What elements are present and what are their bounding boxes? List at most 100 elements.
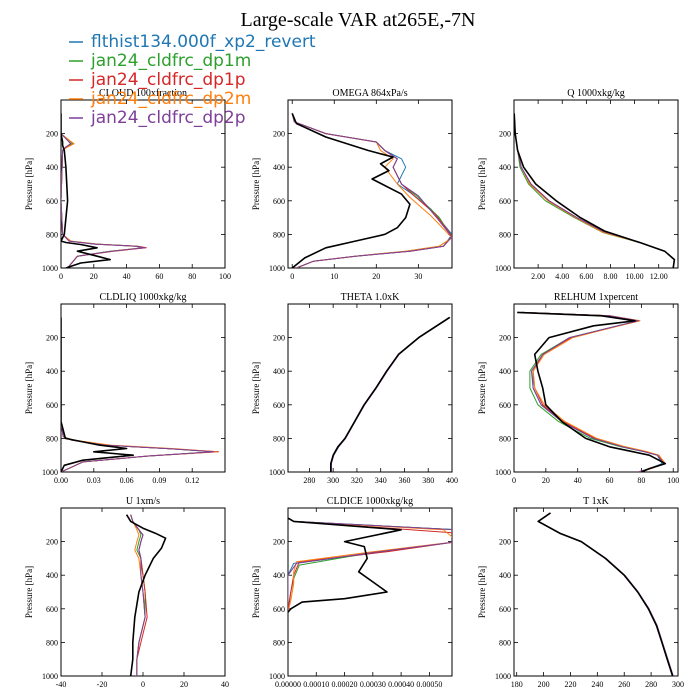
y-axis-label: Pressure [hPa] — [24, 158, 34, 210]
y-tick-label: 1000 — [495, 672, 511, 681]
x-tick-label: 0 — [512, 476, 516, 485]
y-tick-label: 400 — [499, 367, 511, 376]
x-tick-label: 80 — [637, 476, 645, 485]
x-tick-label: 0 — [59, 272, 63, 281]
x-tick-label: 280 — [645, 680, 657, 689]
series-line — [537, 512, 674, 676]
y-tick-label: 400 — [273, 163, 285, 172]
y-tick-label: 800 — [273, 230, 285, 239]
y-tick-label: 1000 — [42, 468, 58, 477]
x-tick-label: 100 — [219, 272, 231, 281]
series-line — [61, 317, 215, 472]
series-line — [61, 115, 146, 268]
panel-title: CLDLIQ 1000xkg/kg — [100, 292, 187, 303]
y-axis-label: Pressure [hPa] — [477, 362, 487, 414]
x-tick-label: 20 — [90, 272, 98, 281]
x-tick-label: 40 — [123, 272, 131, 281]
y-tick-label: 600 — [273, 605, 285, 614]
x-tick-label: 340 — [375, 476, 387, 485]
plot-frame — [513, 99, 679, 269]
panel-title: Q 1000xkg/kg — [567, 88, 625, 99]
series-line — [330, 316, 450, 472]
panel-title: THETA 1.0xK — [341, 292, 400, 303]
x-tick-label: 20 — [542, 476, 550, 485]
y-tick-label: 800 — [499, 638, 511, 647]
series-line — [288, 517, 452, 613]
legend: flthist134.000f_xp2_revert jan24_cldfrc_d… — [69, 32, 316, 128]
x-tick-label: 0.09 — [152, 476, 166, 485]
y-axis-label: Pressure [hPa] — [251, 158, 261, 210]
series-line — [288, 517, 402, 613]
plot-frame — [287, 303, 453, 473]
y-axis-label: Pressure [hPa] — [251, 566, 261, 618]
y-axis-label: Pressure [hPa] — [477, 158, 487, 210]
series-line — [61, 115, 144, 268]
series-line — [330, 316, 450, 472]
y-axis-label: Pressure [hPa] — [24, 362, 34, 414]
x-tick-label: -20 — [97, 680, 108, 689]
series-line — [291, 113, 452, 268]
x-tick-label: 0.12 — [185, 476, 199, 485]
legend-entry: jan24_cldfrc_dp2m — [90, 89, 251, 109]
series-line — [329, 316, 451, 472]
y-tick-label: 1000 — [269, 264, 285, 273]
series-line — [61, 317, 219, 472]
panel-title: T 1xK — [583, 496, 609, 507]
series-line — [61, 317, 217, 472]
y-tick-label: 200 — [499, 538, 511, 547]
x-tick-label: 400 — [446, 476, 458, 485]
y-tick-label: 800 — [499, 230, 511, 239]
y-tick-label: 1000 — [42, 672, 58, 681]
x-tick-label: 0.06 — [120, 476, 134, 485]
series-line — [514, 113, 676, 268]
x-tick-label: 60 — [606, 476, 614, 485]
x-tick-label: 10.00 — [626, 272, 644, 281]
y-tick-label: 600 — [273, 197, 285, 206]
series-line — [125, 514, 167, 676]
y-tick-label: 600 — [273, 401, 285, 410]
x-tick-label: 240 — [591, 680, 603, 689]
y-axis-label: Pressure [hPa] — [477, 566, 487, 618]
series-line — [330, 316, 450, 472]
plot-frame — [513, 303, 679, 473]
x-tick-label: 280 — [303, 476, 315, 485]
x-tick-label: 0 — [141, 680, 145, 689]
x-tick-label: 20 — [180, 680, 188, 689]
y-tick-label: 200 — [273, 334, 285, 343]
y-tick-label: 600 — [46, 197, 58, 206]
x-tick-label: 10 — [330, 272, 338, 281]
legend-entry: jan24_cldfrc_dp2p — [90, 108, 246, 128]
y-tick-label: 1000 — [269, 468, 285, 477]
y-tick-label: 200 — [273, 538, 285, 547]
x-tick-label: 4.00 — [555, 272, 569, 281]
figure-title: Large-scale VAR at265E,-7N — [241, 9, 476, 31]
series-line — [291, 113, 452, 268]
legend-entry: flthist134.000f_xp2_revert — [91, 32, 316, 52]
x-tick-label: 180 — [511, 680, 523, 689]
series-line — [61, 115, 144, 268]
series-line — [61, 317, 134, 472]
x-tick-label: 40 — [221, 680, 229, 689]
x-tick-label: 8.00 — [603, 272, 617, 281]
x-tick-label: -40 — [56, 680, 67, 689]
chart-panel: Q 1000xkg/kg Pressure [hPa] 200 400 600 800 10… — [477, 88, 679, 281]
x-tick-label: 80 — [188, 272, 196, 281]
series-line — [130, 514, 146, 676]
series-line — [288, 517, 452, 613]
series-line — [330, 316, 450, 472]
series-line — [288, 517, 452, 613]
panel-title: RELHUM 1xpercent — [554, 292, 638, 303]
x-tick-label: 100 — [667, 476, 679, 485]
x-tick-label: 300 — [672, 680, 684, 689]
y-tick-label: 800 — [46, 638, 58, 647]
y-tick-label: 200 — [46, 130, 58, 139]
series-line — [291, 113, 452, 268]
y-tick-label: 800 — [46, 434, 58, 443]
x-tick-label: 0.00000 — [275, 680, 301, 689]
x-tick-label: 20 — [372, 272, 380, 281]
plot-frame — [513, 507, 679, 677]
